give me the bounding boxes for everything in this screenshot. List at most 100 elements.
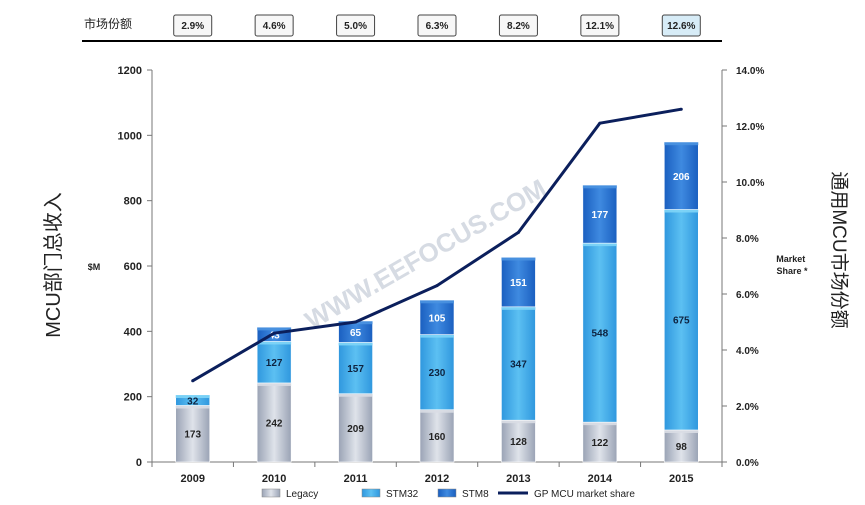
y-tick-label: 400 bbox=[124, 326, 142, 338]
bar-stm32-highlight bbox=[664, 209, 699, 213]
share-line bbox=[191, 107, 683, 383]
bar-legacy-highlight bbox=[175, 405, 210, 409]
share-box bbox=[580, 14, 620, 37]
data-label: 548 bbox=[592, 329, 609, 340]
data-label: 151 bbox=[510, 278, 527, 289]
data-label: 127 bbox=[266, 358, 283, 369]
bar-stm8-highlight bbox=[664, 142, 699, 146]
bar-stm32 bbox=[501, 306, 536, 421]
bar-legacy-highlight bbox=[420, 409, 454, 413]
data-label: 157 bbox=[347, 364, 364, 375]
y2-tick-label: 10.0% bbox=[736, 178, 764, 189]
bar-stm32 bbox=[419, 334, 455, 411]
data-label: 98 bbox=[676, 442, 688, 453]
y2-axis-note: Market Share * bbox=[776, 254, 808, 276]
share-box bbox=[173, 14, 213, 37]
share-box bbox=[336, 14, 376, 37]
share-box bbox=[498, 14, 538, 37]
data-label: 675 bbox=[673, 316, 690, 327]
bars: 173 32 242 127 43 209 157 65 160 230 105 128 347 151 1… bbox=[175, 141, 699, 463]
bar-legacy bbox=[582, 421, 618, 463]
bar-legacy-highlight bbox=[501, 420, 536, 424]
share-box-label: 8.2% bbox=[507, 21, 530, 32]
share-box-label: 5.0% bbox=[344, 21, 367, 32]
y2-tick-label: 8.0% bbox=[736, 234, 759, 245]
x-tick-label: 2009 bbox=[180, 473, 204, 485]
bar-stm32-highlight bbox=[257, 341, 292, 345]
data-label: 347 bbox=[510, 360, 527, 371]
share-line-point bbox=[272, 331, 276, 335]
y2-tick-label: 0.0% bbox=[736, 458, 759, 469]
data-label: 122 bbox=[592, 438, 609, 449]
legend: Legacy STM32 STM8 GP MCU market share bbox=[261, 488, 635, 500]
bar-legacy bbox=[256, 382, 292, 463]
y-tick-label: 1000 bbox=[118, 130, 142, 142]
share-line-point bbox=[191, 379, 195, 383]
bar-legacy bbox=[175, 405, 211, 463]
bar-stm8-highlight bbox=[582, 185, 617, 189]
data-label: 242 bbox=[266, 418, 283, 429]
y-tick-label: 600 bbox=[124, 261, 142, 273]
share-box-label: 2.9% bbox=[181, 21, 204, 32]
data-label: 105 bbox=[429, 313, 446, 324]
y2-tick-label: 12.0% bbox=[736, 122, 764, 133]
bar-stm32 bbox=[256, 341, 292, 384]
legend-label: STM32 bbox=[386, 489, 419, 500]
bar-stm32-highlight bbox=[338, 342, 373, 346]
bar-stm8-highlight bbox=[420, 300, 454, 304]
bar-stm32-highlight bbox=[582, 243, 617, 247]
x-tick-label: 2015 bbox=[669, 473, 693, 485]
data-label: 43 bbox=[269, 330, 281, 341]
data-label: 177 bbox=[592, 210, 609, 221]
y-tick-label: 800 bbox=[124, 196, 142, 208]
x-tick-label: 2012 bbox=[425, 473, 449, 485]
bar-legacy-highlight bbox=[257, 382, 292, 386]
share-line-point bbox=[679, 107, 683, 111]
data-label: 32 bbox=[187, 396, 199, 407]
y-axis-unit: $M bbox=[88, 262, 101, 272]
bar-stm8-highlight bbox=[501, 257, 536, 261]
legend-label: GP MCU market share bbox=[534, 489, 635, 500]
bar-legacy-highlight bbox=[338, 393, 373, 397]
data-label: 173 bbox=[184, 430, 201, 441]
data-label: 230 bbox=[429, 368, 446, 379]
legend-label: STM8 bbox=[462, 489, 489, 500]
x-tick-label: 2013 bbox=[506, 473, 530, 485]
bar-legacy-highlight bbox=[582, 422, 617, 426]
share-box-label: 12.1% bbox=[586, 21, 614, 32]
share-line-point bbox=[598, 121, 602, 125]
x-tick-label: 2011 bbox=[344, 473, 368, 485]
y-tick-label: 0 bbox=[136, 457, 142, 469]
bar-stm32-highlight bbox=[175, 395, 210, 399]
x-tick-label: 2010 bbox=[262, 473, 286, 485]
share-row-label: 市场份额 bbox=[84, 16, 132, 31]
share-box bbox=[661, 14, 701, 37]
data-label: 160 bbox=[429, 432, 446, 443]
y2-tick-label: 2.0% bbox=[736, 402, 759, 413]
data-label: 65 bbox=[350, 328, 362, 339]
bar-stm8 bbox=[501, 257, 536, 308]
data-label: 206 bbox=[673, 172, 690, 183]
legend-swatch bbox=[261, 488, 281, 498]
share-box-label: 12.6% bbox=[667, 21, 695, 32]
bar-stm32 bbox=[663, 209, 699, 431]
y-tick-label: 200 bbox=[124, 392, 142, 404]
y-axis-title: MCU部门总收入 bbox=[42, 192, 65, 338]
share-line-point bbox=[354, 320, 358, 324]
bar-stm8-highlight bbox=[257, 327, 292, 331]
data-label: 128 bbox=[510, 437, 527, 448]
share-box bbox=[254, 14, 294, 37]
y-tick-label: 1200 bbox=[118, 65, 142, 77]
bar-stm8 bbox=[663, 141, 699, 210]
bar-legacy-highlight bbox=[664, 429, 699, 433]
y2-tick-label: 14.0% bbox=[736, 66, 764, 77]
y2-axis-title: 通用MCU市场份额 bbox=[828, 171, 850, 328]
axes: 0 200 400 600 800 1000 1200 0.0% 2.0% 4.0% 6.0% 8.0… bbox=[118, 65, 765, 485]
legend-label: Legacy bbox=[286, 489, 318, 500]
legend-swatch bbox=[437, 488, 457, 498]
bar-legacy bbox=[419, 409, 455, 463]
share-box-label: 4.6% bbox=[263, 21, 286, 32]
share-line-point bbox=[516, 230, 520, 234]
bar-stm8 bbox=[582, 185, 618, 244]
